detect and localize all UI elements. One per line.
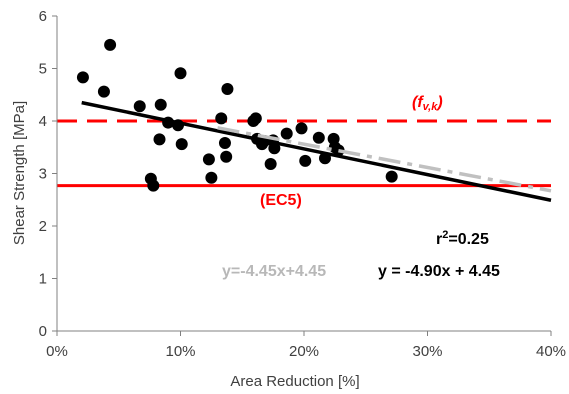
data-point-30: [312, 131, 325, 144]
trend-lines: [81, 100, 552, 202]
data-point-24: [264, 158, 277, 171]
data-point-29: [299, 154, 312, 167]
x-tick-label-20: 20%: [289, 343, 319, 360]
r-squared-value: =0.25: [448, 231, 489, 248]
data-point-16: [218, 137, 231, 150]
data-point-26: [268, 142, 281, 155]
equation-gray: y=-4.45x+4.45: [222, 263, 326, 280]
data-point-18: [221, 82, 234, 95]
data-point-1: [76, 71, 89, 84]
data-point-17: [220, 150, 233, 163]
y-axis-title: Shear Strength [MPa]: [11, 101, 28, 245]
r-squared-label: r2=0.25: [436, 229, 489, 248]
data-point-7: [153, 133, 166, 146]
x-axis-title: Area Reduction [%]: [230, 373, 359, 390]
data-point-6: [147, 179, 160, 192]
y-tick-label-5: 5: [39, 61, 47, 78]
y-tick-label-6: 6: [39, 8, 47, 25]
fvk-label: (fv,k): [412, 94, 443, 113]
y-tick-label-4: 4: [39, 113, 47, 130]
fvk-label-prefix: (f: [412, 94, 424, 111]
x-axis-ticks: 0% 10% 20% 30% 40%: [46, 331, 566, 360]
data-points: [76, 38, 398, 192]
r-squared-prefix: r: [436, 231, 442, 248]
data-point-8: [154, 98, 167, 111]
data-point-4: [133, 100, 146, 113]
y-tick-label-2: 2: [39, 218, 47, 235]
x-tick-label-40: 40%: [536, 343, 566, 360]
data-point-3: [104, 38, 117, 51]
y-tick-label-1: 1: [39, 271, 47, 288]
data-point-35: [385, 170, 398, 183]
fvk-label-suffix: ): [435, 94, 442, 111]
r-squared-superscript: 2: [442, 229, 448, 241]
data-point-12: [175, 138, 188, 151]
reference-lines: [57, 119, 551, 188]
fvk-label-subscript: v,k: [423, 101, 439, 113]
x-tick-label-0: 0%: [46, 343, 68, 360]
equation-black: y = -4.90x + 4.45: [378, 263, 500, 280]
data-point-20: [249, 112, 262, 125]
data-point-2: [97, 85, 110, 98]
gray-trend-line: [217, 126, 552, 193]
data-point-11: [174, 67, 187, 80]
black-trend-line: [81, 100, 552, 202]
ec5-label: (EC5): [260, 192, 302, 209]
x-tick-label-10: 10%: [165, 343, 195, 360]
y-tick-label-3: 3: [39, 166, 47, 183]
data-point-15: [215, 112, 228, 125]
data-point-28: [295, 122, 308, 135]
y-tick-label-0: 0: [39, 323, 47, 340]
y-axis-ticks: 0 1 2 3 4 5 6: [39, 8, 57, 340]
data-point-27: [280, 127, 293, 140]
x-tick-label-30: 30%: [412, 343, 442, 360]
data-point-13: [202, 153, 215, 166]
data-point-14: [205, 171, 218, 184]
